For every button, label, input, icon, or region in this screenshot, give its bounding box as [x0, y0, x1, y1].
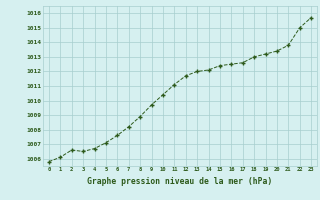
X-axis label: Graphe pression niveau de la mer (hPa): Graphe pression niveau de la mer (hPa): [87, 177, 273, 186]
